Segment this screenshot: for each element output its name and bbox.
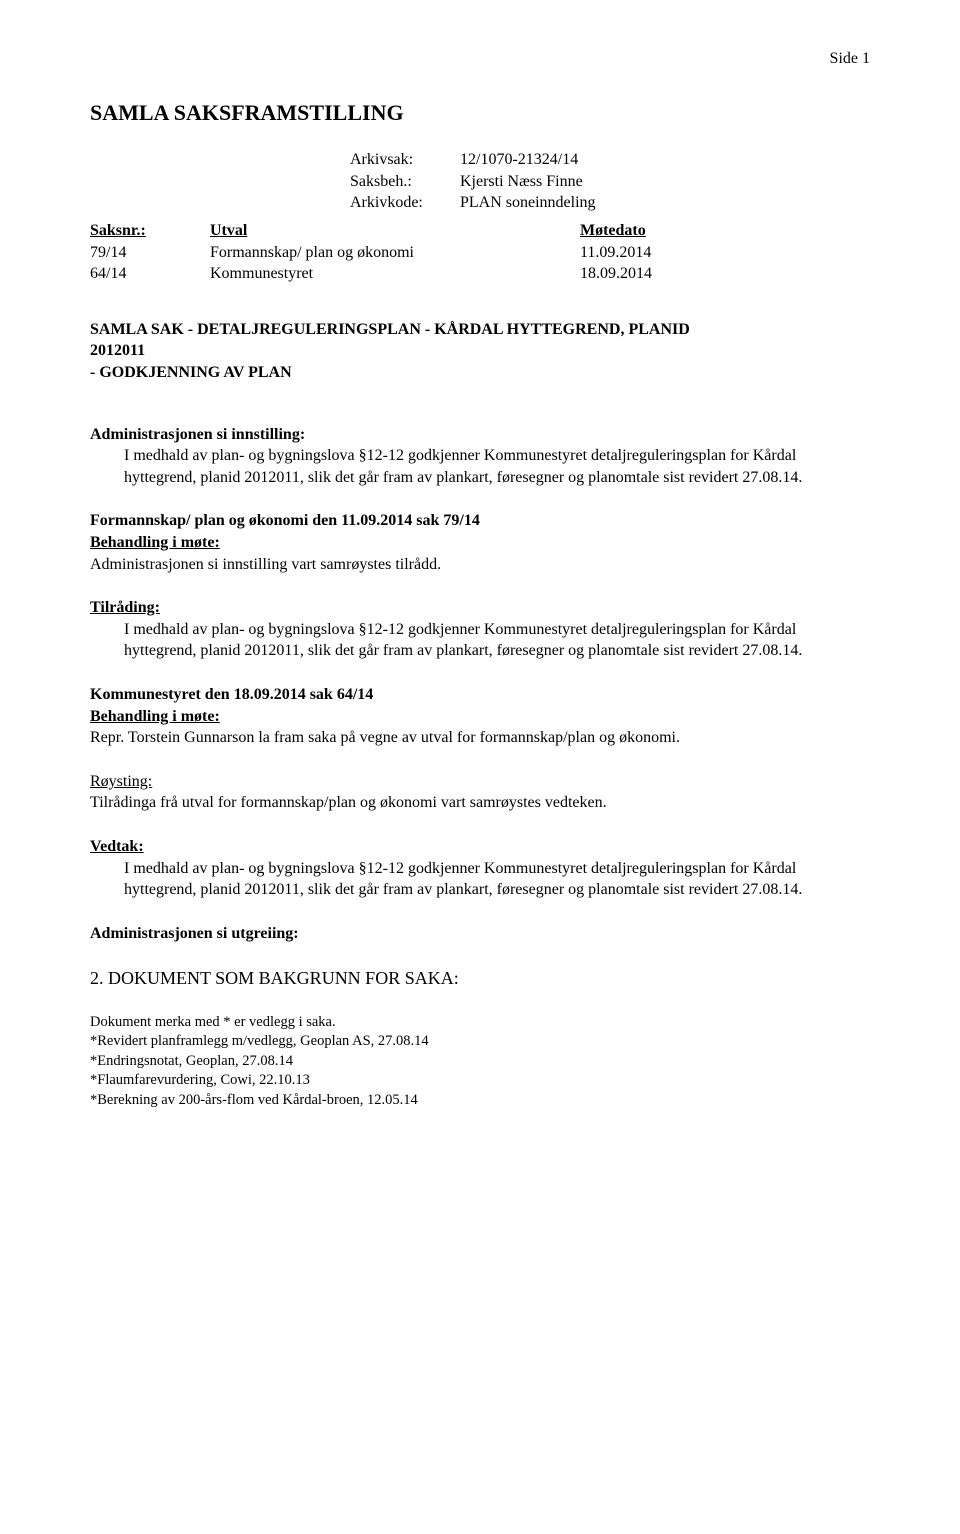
case-title-line3: - GODKJENNING AV PLAN xyxy=(90,362,870,384)
meta-table: Arkivsak: 12/1070-21324/14 Saksbeh.: Kje… xyxy=(350,149,870,214)
dokument-heading: 2. DOKUMENT SOM BAKGRUNN FOR SAKA: xyxy=(90,966,870,990)
tilrading-label: Tilråding: xyxy=(90,599,160,616)
header-utval: Utval xyxy=(210,220,580,242)
footer-line: Dokument merka med * er vedlegg i saka. xyxy=(90,1013,870,1033)
saksbeh-value: Kjersti Næss Finne xyxy=(460,171,583,193)
meta-row-saksbeh: Saksbeh.: Kjersti Næss Finne xyxy=(350,171,870,193)
arkivsak-value: 12/1070-21324/14 xyxy=(460,149,578,171)
table-row: 64/14 Kommunestyret 18.09.2014 xyxy=(90,263,870,285)
meta-row-arkivkode: Arkivkode: PLAN soneinndeling xyxy=(350,192,870,214)
vedtak-label: Vedtak: xyxy=(90,838,144,855)
roysting-para: Tilrådinga frå utval for formannskap/pla… xyxy=(90,792,870,814)
meta-row-arkivsak: Arkivsak: 12/1070-21324/14 xyxy=(350,149,870,171)
arkivkode-label: Arkivkode: xyxy=(350,192,460,214)
main-title: SAMLA SAKSFRAMSTILLING xyxy=(90,98,870,128)
cell-utval: Kommunestyret xyxy=(210,263,580,285)
page-number: Side 1 xyxy=(90,48,870,70)
footer-notes: Dokument merka med * er vedlegg i saka. … xyxy=(90,1013,870,1111)
kommunestyret-behandling-para: Repr. Torstein Gunnarson la fram saka på… xyxy=(90,727,870,749)
cell-saksnr: 79/14 xyxy=(90,242,210,264)
cell-dato: 11.09.2014 xyxy=(580,242,720,264)
footer-line: *Berekning av 200-års-flom ved Kårdal-br… xyxy=(90,1091,870,1111)
tilrading-para: I medhald av plan- og bygningslova §12-1… xyxy=(124,619,870,662)
case-title-line2: 2012011 xyxy=(90,340,870,362)
header-motedato: Møtedato xyxy=(580,220,720,242)
arkivkode-value: PLAN soneinndeling xyxy=(460,192,596,214)
cell-dato: 18.09.2014 xyxy=(580,263,720,285)
admin-innstilling-para: I medhald av plan- og bygningslova §12-1… xyxy=(124,445,870,488)
saksbeh-label: Saksbeh.: xyxy=(350,171,460,193)
formannskap-heading: Formannskap/ plan og økonomi den 11.09.2… xyxy=(90,510,870,532)
table-row: 79/14 Formannskap/ plan og økonomi 11.09… xyxy=(90,242,870,264)
formannskap-behandling-para: Administrasjonen si innstilling vart sam… xyxy=(90,554,870,576)
header-saksnr: Saksnr.: xyxy=(90,220,210,242)
table-header: Saksnr.: Utval Møtedato xyxy=(90,220,870,242)
vedtak-para: I medhald av plan- og bygningslova §12-1… xyxy=(124,858,870,901)
cell-saksnr: 64/14 xyxy=(90,263,210,285)
case-title: SAMLA SAK - DETALJREGULERINGSPLAN - KÅRD… xyxy=(90,319,870,384)
case-title-line1: SAMLA SAK - DETALJREGULERINGSPLAN - KÅRD… xyxy=(90,319,870,341)
behandling-label: Behandling i møte: xyxy=(90,532,870,554)
admin-innstilling-heading: Administrasjonen si innstilling: xyxy=(90,424,870,446)
footer-line: *Flaumfarevurdering, Cowi, 22.10.13 xyxy=(90,1071,870,1091)
behandling-label-2: Behandling i møte: xyxy=(90,706,870,728)
footer-line: *Endringsnotat, Geoplan, 27.08.14 xyxy=(90,1052,870,1072)
utgreiing-heading: Administrasjonen si utgreiing: xyxy=(90,923,870,945)
kommunestyret-heading: Kommunestyret den 18.09.2014 sak 64/14 xyxy=(90,684,870,706)
footer-line: *Revidert planframlegg m/vedlegg, Geopla… xyxy=(90,1032,870,1052)
cell-utval: Formannskap/ plan og økonomi xyxy=(210,242,580,264)
roysting-label: Røysting: xyxy=(90,771,870,793)
arkivsak-label: Arkivsak: xyxy=(350,149,460,171)
